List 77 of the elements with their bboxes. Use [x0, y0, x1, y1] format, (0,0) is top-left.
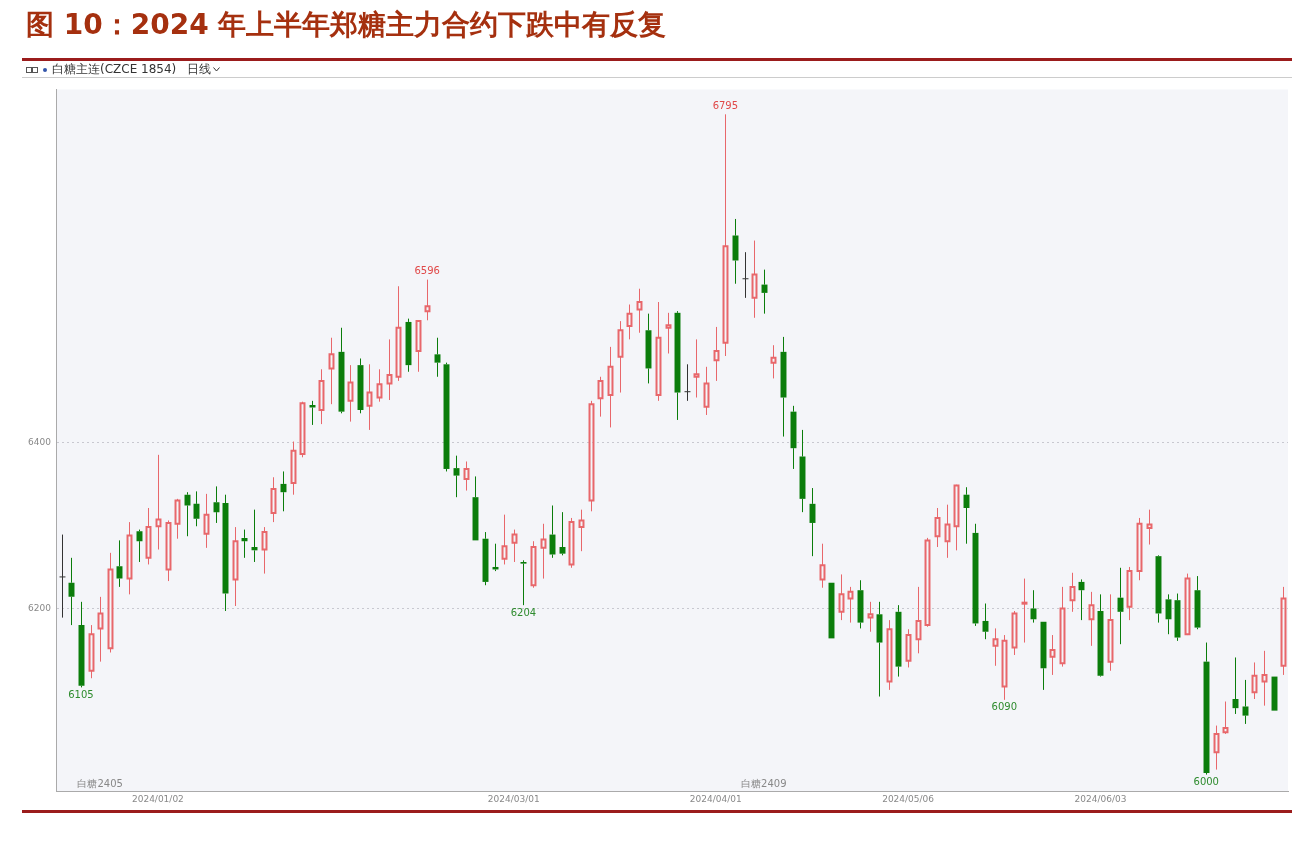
x-tick-label: 2024/06/03: [1074, 793, 1127, 804]
candlestick: [97, 596, 104, 663]
annotation: 6795: [712, 99, 739, 111]
annotation: 6000: [1193, 776, 1219, 788]
candlestick: [607, 346, 614, 428]
candlestick: [751, 240, 758, 319]
candlestick: [366, 363, 373, 431]
candlestick: [597, 376, 604, 418]
candlestick: [655, 301, 662, 402]
candlestick: [934, 507, 941, 548]
candlestick: [1261, 650, 1268, 707]
candlestick: [463, 460, 470, 492]
candlestick: [944, 504, 951, 559]
y-tick-label: 6400: [28, 436, 52, 447]
candlestick: [203, 493, 210, 549]
candlestick: [867, 601, 874, 633]
candlestick: [636, 288, 643, 334]
candlestick: [1107, 593, 1114, 672]
candlestick: [270, 476, 277, 523]
candlestick: [578, 509, 585, 552]
candlestick: [376, 368, 383, 403]
candlestick: [145, 507, 152, 565]
candlestick: [693, 338, 700, 399]
candlestick: [1213, 725, 1220, 771]
candlestick: [328, 337, 335, 405]
candlestick: [838, 573, 845, 621]
x-tick-label: 2024/04/01: [689, 793, 742, 804]
annotation: 白糖2409: [741, 777, 787, 789]
candlestick: [318, 368, 325, 425]
candlestick: [126, 521, 133, 595]
candlestick: [290, 441, 297, 496]
x-tick-label: 2024/01/02: [131, 793, 184, 804]
text: 日线: [187, 61, 212, 78]
candlestick: [1001, 634, 1008, 701]
candlestick: [59, 534, 66, 619]
candlestick: [155, 454, 162, 551]
candlestick: [540, 523, 547, 580]
candlestick: [232, 526, 239, 607]
candlestick: [1242, 679, 1249, 725]
annotation: 6105: [68, 688, 94, 700]
candlestick: [819, 543, 826, 589]
candlestick: [261, 526, 268, 575]
candlestick: [347, 364, 354, 423]
candlestick: [1069, 572, 1076, 613]
annotation: 6090: [991, 701, 1017, 713]
candlestick: [107, 552, 114, 653]
candlestick: [165, 519, 172, 582]
candlestick: [953, 484, 960, 551]
candlestick: [386, 338, 393, 401]
x-tick-label: 2024/03/01: [487, 793, 540, 804]
annotation: 6204: [510, 606, 537, 618]
x-tick-label: 2024/05/06: [882, 793, 935, 804]
candlestick: [520, 559, 527, 606]
candlestick: [1088, 591, 1095, 647]
candlestick: [722, 113, 729, 357]
y-tick-label: 6200: [28, 602, 52, 613]
candlestick: [847, 586, 854, 624]
candlestick: [415, 320, 422, 373]
annotation: 6596: [414, 265, 440, 277]
candlestick: [395, 285, 402, 382]
candlestick: [1059, 586, 1066, 668]
candlestick: [501, 514, 508, 565]
candlestick: [1251, 661, 1258, 700]
text: 白糖主连(CZCE 1854): [52, 61, 177, 78]
candlestick: [1049, 634, 1056, 676]
candlestick: [665, 312, 672, 355]
candlestick: [992, 627, 999, 667]
annotation: 白糖2405: [77, 777, 123, 789]
candlestick: [713, 326, 720, 382]
candlestick: [703, 366, 710, 416]
candlestick: [1280, 586, 1287, 676]
candlestick: [915, 586, 922, 654]
candlestick: [617, 320, 624, 394]
candlestick: [434, 337, 441, 378]
chart-title: 图 10：2024 年上半年郑糖主力合约下跌中有反复: [26, 7, 667, 43]
candlestick: [511, 529, 518, 563]
candlestick: [626, 304, 633, 340]
